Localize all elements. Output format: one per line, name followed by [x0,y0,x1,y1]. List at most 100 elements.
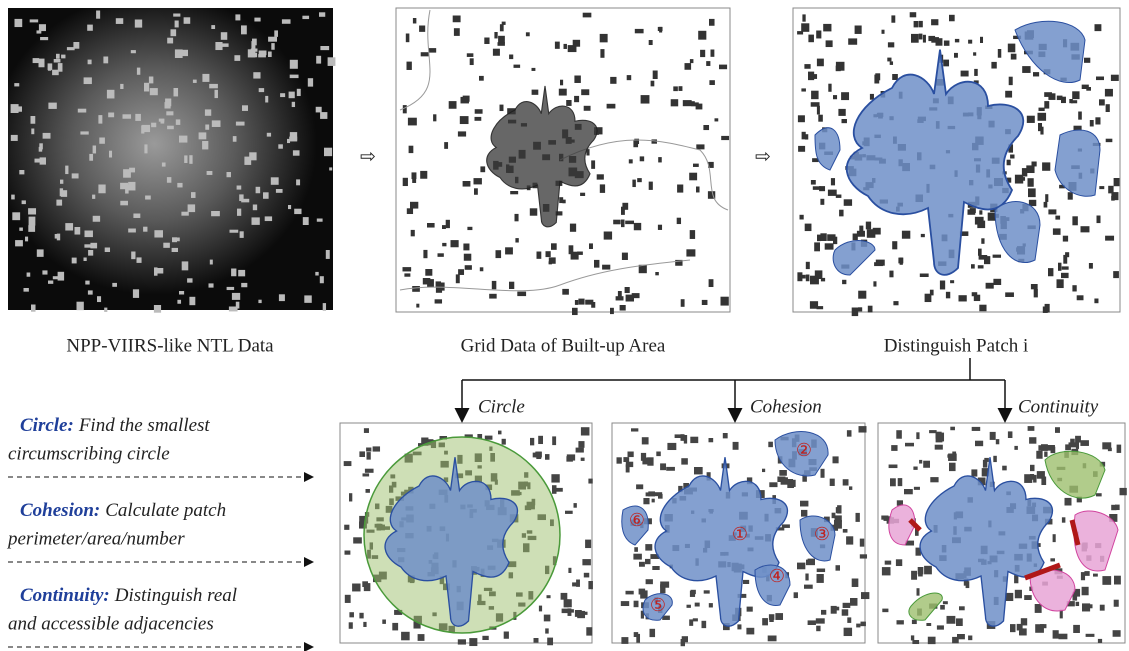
pixel [888,42,894,47]
pixel [39,24,46,31]
pixel [585,540,591,548]
pixel [382,620,386,624]
pixel [231,269,236,277]
pixel [1008,44,1016,53]
method-name: Cohesion: [20,500,100,521]
pixel [173,14,180,17]
pixel [690,230,695,239]
pixel [1084,571,1089,576]
pixel [1094,299,1098,304]
pixel [120,84,123,89]
pixel [1113,630,1121,637]
pixel [998,49,1001,58]
pixel [177,183,182,188]
pixel [1007,160,1011,166]
pixel [574,76,580,83]
pixel [621,637,628,644]
pixel [345,595,351,603]
pixel [622,253,628,260]
pixel [621,220,625,228]
pixel [458,269,464,275]
pixel [830,479,835,486]
pixel [882,609,888,613]
pixel [947,616,956,624]
pixel [11,135,18,141]
pixel [199,132,207,139]
pixel [882,567,891,575]
pixel [253,205,257,211]
pixel [885,561,891,565]
pixel [145,196,151,200]
pixel [937,625,944,629]
pixel [11,195,15,200]
pixel [797,31,803,34]
pixel [163,243,170,248]
pixel [363,473,370,476]
pixel [634,601,639,607]
pixel [711,50,715,57]
pixel [403,105,407,113]
pixel [551,474,559,482]
pixel [887,58,891,62]
pixel [137,257,142,263]
pixel [625,287,630,293]
pixel [72,258,77,264]
pixel [265,96,268,103]
pixel [559,197,563,203]
pixel [167,38,173,44]
pixel [505,247,513,254]
method-name: Continuity: [20,585,110,606]
pixel [959,295,967,301]
pixel [28,208,36,214]
pixel [401,632,410,641]
pixel [806,262,810,269]
method-description: Continuity:Distinguish real [20,585,237,606]
pixel [408,118,417,126]
pixel [265,216,272,221]
pixel [1100,605,1105,611]
pixel [176,119,180,125]
pixel [832,513,836,518]
pixel [221,32,227,40]
method-text: Calculate patch [105,500,226,521]
pixel [627,75,632,80]
pixel [475,117,482,121]
pixel [52,70,59,75]
pixel [470,58,474,65]
pixel [852,579,859,587]
pixel [582,559,590,565]
pixel [917,588,920,595]
pixel [254,18,260,22]
pixel [133,214,140,218]
pixel [856,624,860,628]
pixel [249,152,256,160]
pixel [876,261,883,264]
pixel [365,469,374,473]
pixel [1035,624,1044,633]
pixel [238,270,245,276]
pixel [576,448,584,453]
pixel [968,40,972,44]
pixel [591,160,595,168]
pixel [689,173,697,181]
pixel [239,194,243,201]
pixel [480,166,485,172]
pixel [493,49,500,56]
pixel [584,106,591,111]
pixel [1120,488,1127,495]
pixel [798,146,805,152]
pixel [589,243,593,249]
pixel [403,178,408,186]
pixel [575,300,578,305]
pixel [251,49,258,52]
pixel [892,241,897,249]
pixel [538,436,543,444]
pixel [651,81,655,87]
pixel [715,118,719,121]
pixel [673,86,678,91]
pixel [193,80,197,83]
pixel [544,615,551,622]
pixel [856,513,860,522]
pixel [1022,66,1030,73]
pixel [444,142,448,149]
